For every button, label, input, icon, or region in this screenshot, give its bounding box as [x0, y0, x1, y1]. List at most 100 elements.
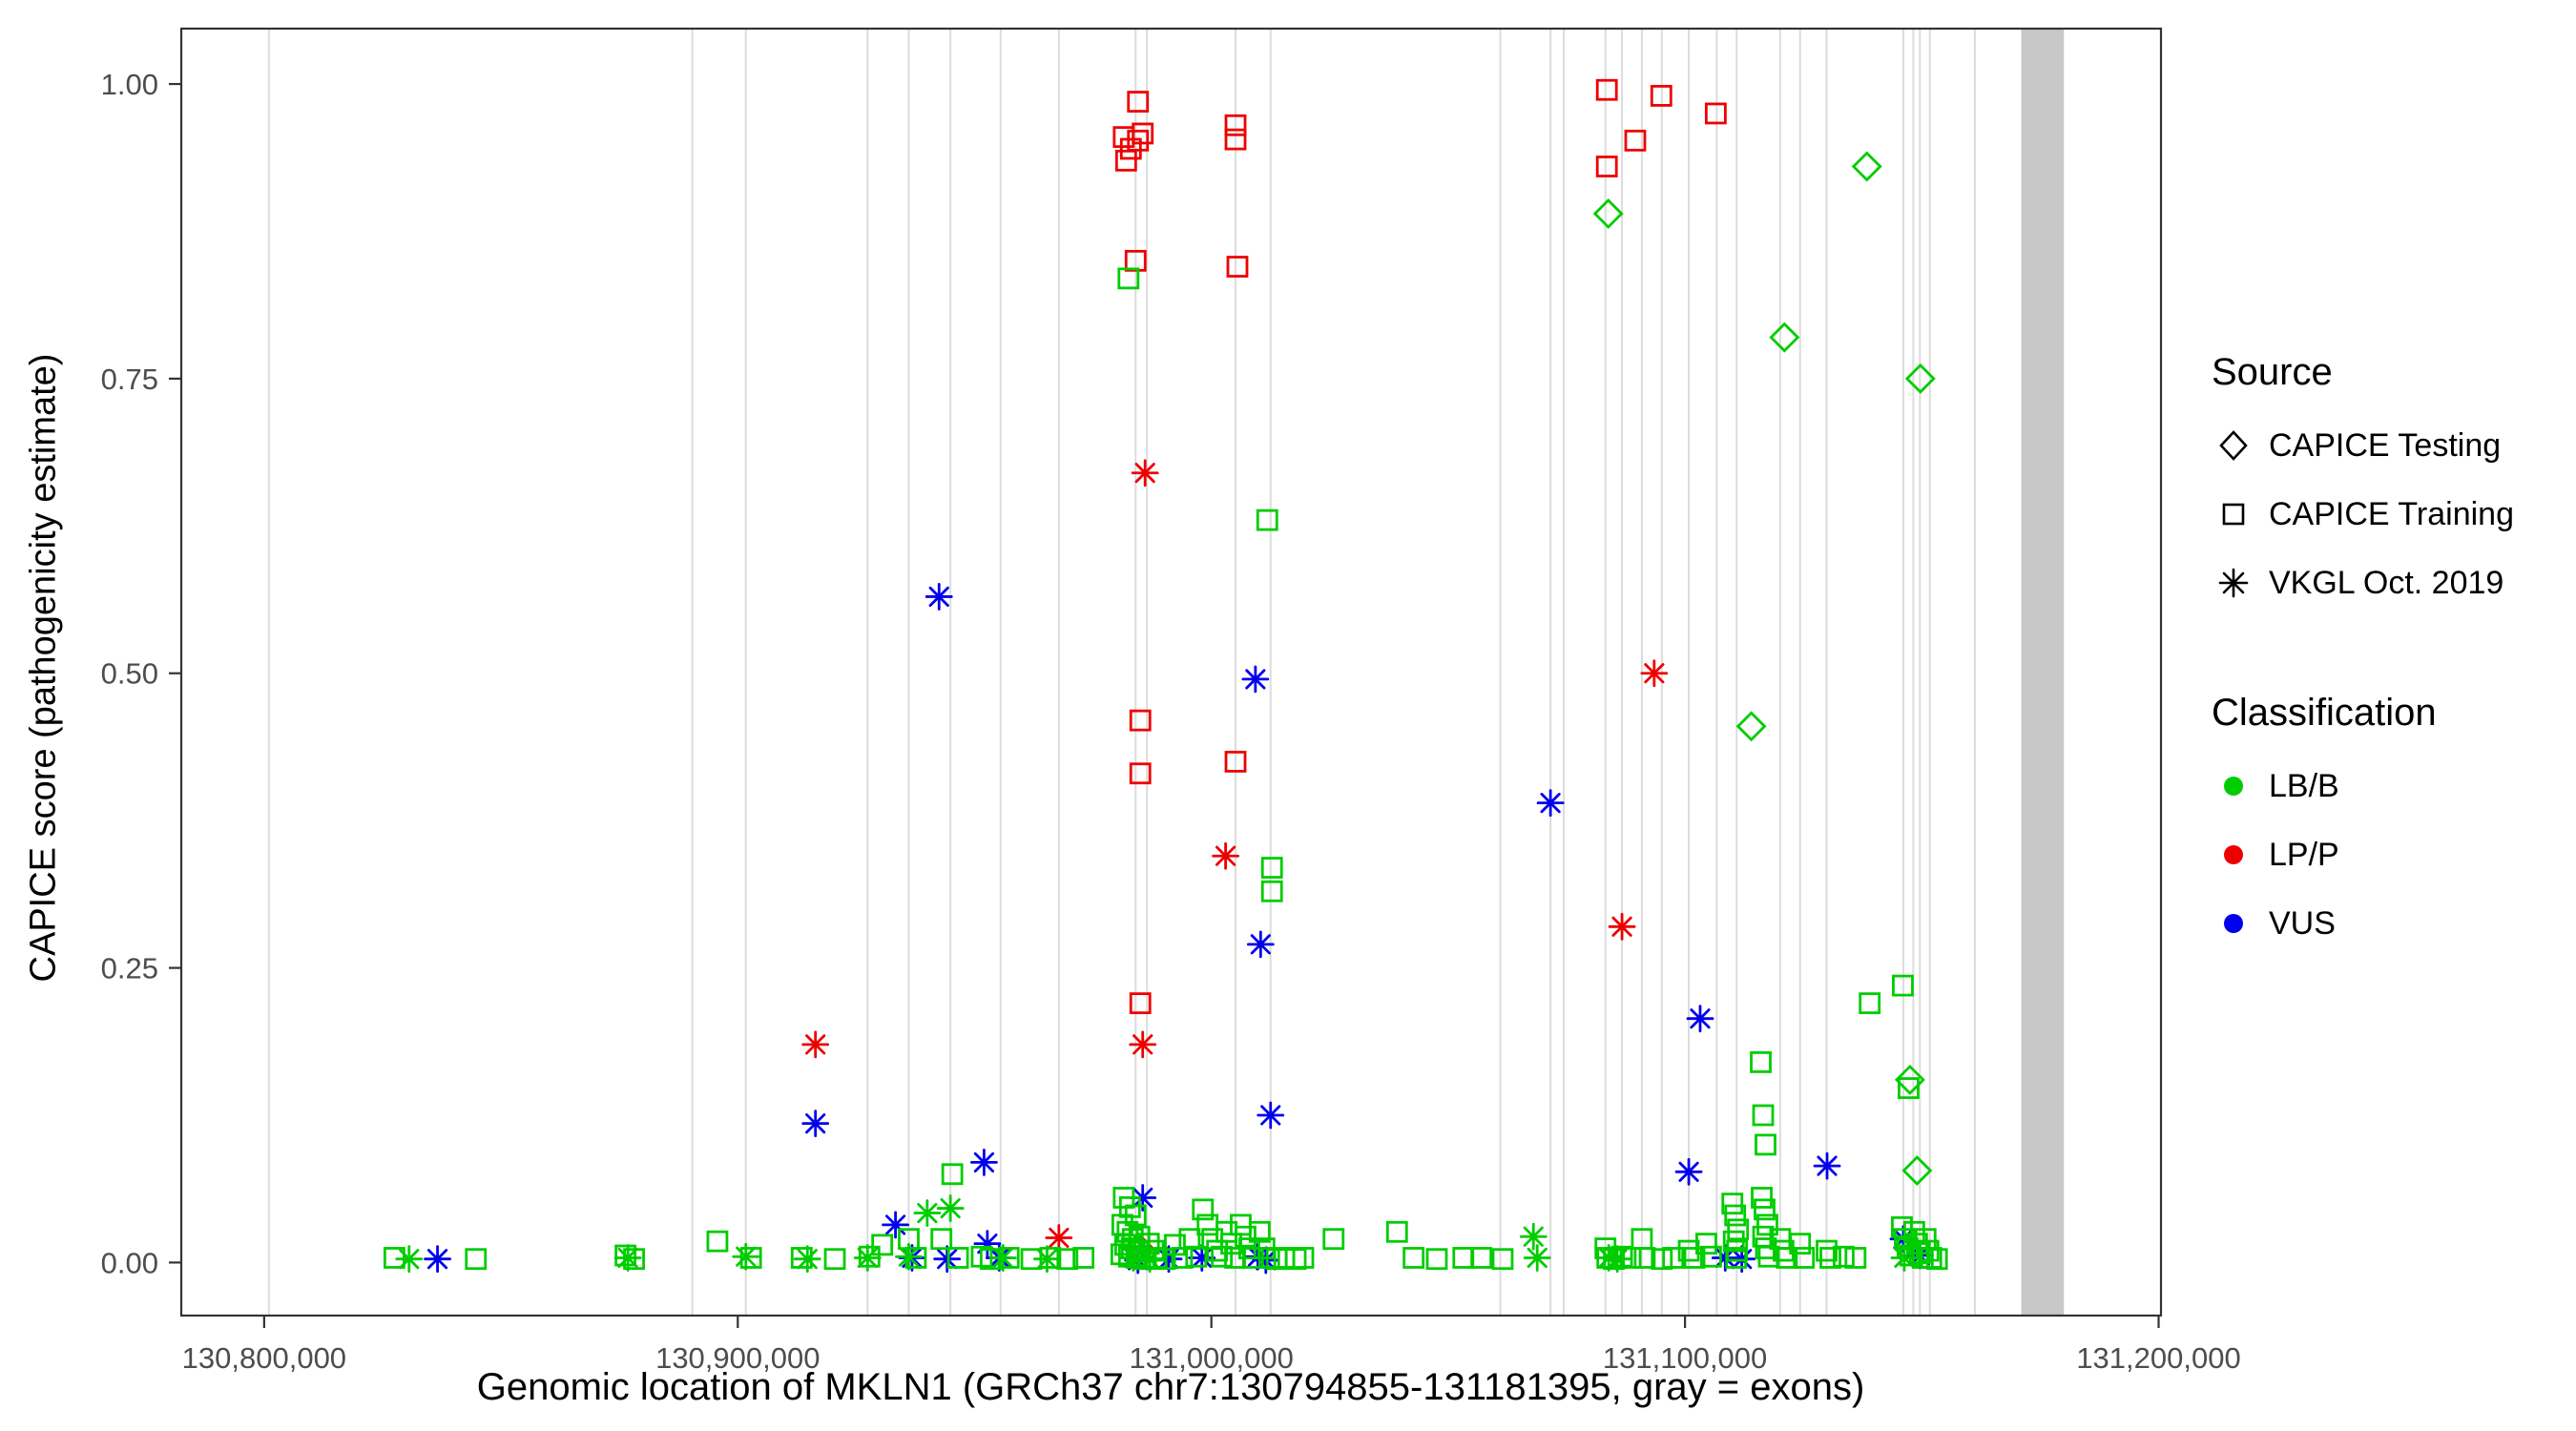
data-point-square — [1292, 1247, 1315, 1269]
data-point-square — [1662, 1247, 1685, 1269]
data-point-asterisk — [1257, 1101, 1285, 1130]
data-point-square — [1230, 1213, 1252, 1236]
legend: Source CAPICE Testing CAPICE Training — [2212, 351, 2574, 958]
data-point-asterisk — [1608, 912, 1636, 941]
legend-item-vkgl: VKGL Oct. 2019 — [2212, 549, 2574, 617]
data-point-square — [1724, 1204, 1747, 1227]
data-point-square — [1039, 1247, 1062, 1269]
data-point-asterisk — [1686, 1005, 1714, 1033]
x-tick-label: 130,900,000 — [655, 1341, 820, 1375]
data-point-square — [1603, 1248, 1626, 1271]
data-point-asterisk — [1640, 659, 1669, 688]
data-point-square — [1201, 1228, 1224, 1251]
data-point-square — [930, 1228, 953, 1251]
data-point-square — [1891, 1215, 1913, 1238]
data-point-square — [465, 1248, 488, 1271]
legend-label-lpp: LP/P — [2269, 836, 2339, 873]
data-point-square — [1215, 1220, 1237, 1243]
data-point-square — [1902, 1220, 1925, 1243]
data-point-square — [1129, 762, 1152, 785]
data-point-square — [1124, 249, 1147, 272]
data-point-square — [1755, 1133, 1776, 1156]
data-point-square — [1721, 1192, 1744, 1215]
data-point-square — [1072, 1247, 1095, 1269]
data-point-asterisk — [1129, 1030, 1157, 1059]
data-point-square — [1816, 1239, 1838, 1262]
data-point-square — [1595, 156, 1618, 177]
data-point-square — [1192, 1198, 1215, 1221]
data-point-diamond — [1894, 1064, 1925, 1095]
legend-label-vus: VUS — [2269, 904, 2336, 942]
data-point-square — [1752, 1104, 1775, 1127]
data-point-square — [997, 1247, 1020, 1269]
x-tick-label: 131,200,000 — [2076, 1341, 2240, 1375]
data-point-square — [1793, 1247, 1816, 1269]
data-point-square — [1725, 1247, 1748, 1269]
data-point-square — [1235, 1225, 1257, 1248]
data-point-asterisk — [924, 583, 953, 611]
data-point-square — [1651, 1248, 1673, 1271]
data-point-square — [1402, 1247, 1425, 1269]
data-point-square — [1117, 267, 1140, 290]
data-point-square — [1470, 1247, 1493, 1269]
data-point-square — [383, 1247, 405, 1269]
data-point-square — [739, 1247, 762, 1269]
data-point-square — [1633, 1247, 1656, 1269]
data-point-square — [1700, 1245, 1722, 1268]
data-point-square — [858, 1245, 881, 1268]
data-point-square — [790, 1247, 813, 1269]
data-point-square — [1754, 1198, 1776, 1221]
legend-item-lbb: LB/B — [2212, 752, 2574, 820]
data-point-square — [1127, 129, 1150, 152]
panel-border — [179, 27, 2163, 1317]
data-point-diamond — [1904, 363, 1936, 394]
data-point-asterisk — [1536, 789, 1565, 818]
data-point-square — [623, 1248, 645, 1271]
data-point-square — [1056, 1248, 1079, 1271]
x-axis-title: Genomic location of MKLN1 (GRCh37 chr7:1… — [476, 1366, 1865, 1408]
data-point-asterisk — [1813, 1151, 1841, 1180]
data-point-square — [1695, 1233, 1717, 1255]
data-point-asterisk — [1523, 1244, 1551, 1272]
legend-item-vus: VUS — [2212, 889, 2574, 958]
legend-label-vkgl: VKGL Oct. 2019 — [2269, 564, 2504, 601]
y-tick-label: 0.50 — [101, 657, 158, 691]
legend-label-capice-training: CAPICE Training — [2269, 495, 2514, 532]
y-tick-label: 0.75 — [101, 363, 158, 396]
x-tick-label: 130,800,000 — [182, 1341, 346, 1375]
data-point-square — [1859, 992, 1881, 1015]
data-point-square — [1260, 880, 1283, 902]
data-point-asterisk — [1241, 665, 1270, 694]
data-point-square — [1284, 1248, 1307, 1271]
data-point-square — [1224, 128, 1247, 151]
data-point-square — [1129, 992, 1152, 1015]
data-point-square — [1164, 1234, 1186, 1256]
data-point-square — [1776, 1247, 1798, 1269]
data-point-asterisk — [970, 1149, 998, 1176]
data-point-asterisk — [1131, 459, 1159, 487]
data-point-square — [1224, 114, 1247, 136]
data-point-asterisk — [882, 1211, 909, 1239]
data-point-square — [1925, 1248, 1948, 1271]
data-point-asterisk — [801, 1110, 830, 1138]
data-point-square — [1322, 1228, 1345, 1251]
data-point-square — [1248, 1220, 1271, 1243]
data-point-square — [1425, 1248, 1448, 1271]
legend-item-capice-testing: CAPICE Testing — [2212, 411, 2574, 480]
blue-dot-icon — [2224, 914, 2243, 933]
data-point-square — [1595, 78, 1618, 101]
diamond-icon — [2219, 430, 2248, 461]
data-point-square — [1650, 85, 1672, 107]
data-point-square — [1898, 1077, 1920, 1099]
data-point-asterisk — [801, 1030, 830, 1059]
data-point-asterisk — [936, 1194, 965, 1222]
data-point-asterisk — [424, 1245, 451, 1274]
legend-source-title: Source — [2212, 351, 2333, 393]
data-point-diamond — [1769, 321, 1800, 353]
legend-classification-title: Classification — [2212, 692, 2437, 734]
green-dot-icon — [2224, 777, 2243, 796]
data-point-square — [1127, 91, 1150, 113]
data-point-square — [1683, 1247, 1706, 1269]
